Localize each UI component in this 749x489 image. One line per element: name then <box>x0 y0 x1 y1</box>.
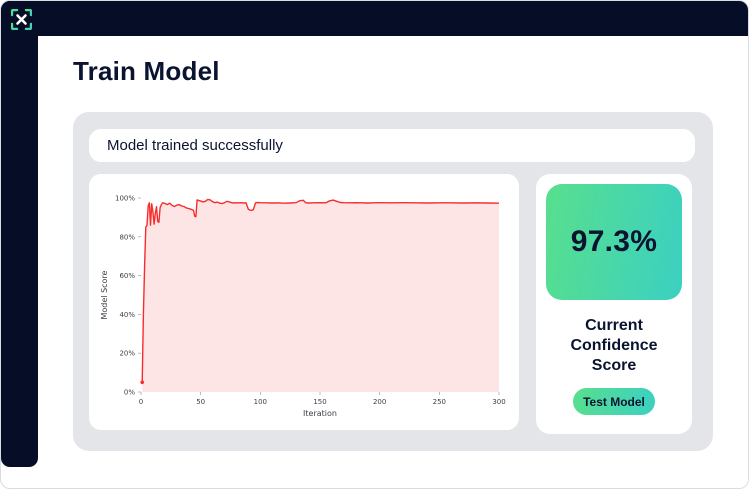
left-sidebar <box>1 1 38 467</box>
svg-text:40%: 40% <box>119 311 135 319</box>
svg-text:250: 250 <box>433 398 446 406</box>
status-message-bar: Model trained successfully <box>89 129 695 162</box>
svg-text:60%: 60% <box>119 272 135 280</box>
svg-text:Iteration: Iteration <box>303 409 337 418</box>
model-score-chart: 0% 20% 40% 60% 80% 100% 0 50 100 150 200 250 300 Iter… <box>100 195 506 419</box>
svg-text:80%: 80% <box>119 233 135 241</box>
confidence-score-box: 97.3% <box>546 184 682 300</box>
confidence-score-value: 97.3% <box>570 225 658 258</box>
content-area: Train Model Model trained successfully 0… <box>38 36 748 488</box>
confidence-score-label: Current Confidence Score <box>570 317 658 374</box>
scan-x-logo-icon[interactable] <box>11 9 32 30</box>
svg-text:300: 300 <box>492 398 505 406</box>
svg-text:0: 0 <box>139 398 143 406</box>
svg-text:50: 50 <box>196 398 205 406</box>
confidence-panel: 97.3% Current Confidence Score Test Mode… <box>536 174 692 434</box>
svg-text:200: 200 <box>373 398 386 406</box>
svg-text:Model Score: Model Score <box>100 270 109 319</box>
test-model-button[interactable]: Test Model <box>573 388 655 415</box>
top-bar <box>1 1 748 36</box>
training-card: Model trained successfully 0% 20% 40% 60% 80… <box>73 112 713 451</box>
svg-text:0%: 0% <box>124 389 135 397</box>
model-score-chart-panel: 0% 20% 40% 60% 80% 100% 0 50 100 150 200 250 300 Iter… <box>89 174 519 430</box>
page-title: Train Model <box>73 56 220 86</box>
svg-text:20%: 20% <box>119 350 135 358</box>
svg-text:100%: 100% <box>115 195 135 203</box>
status-message-text: Model trained successfully <box>107 137 283 154</box>
svg-text:100: 100 <box>254 398 267 406</box>
svg-text:150: 150 <box>313 398 326 406</box>
